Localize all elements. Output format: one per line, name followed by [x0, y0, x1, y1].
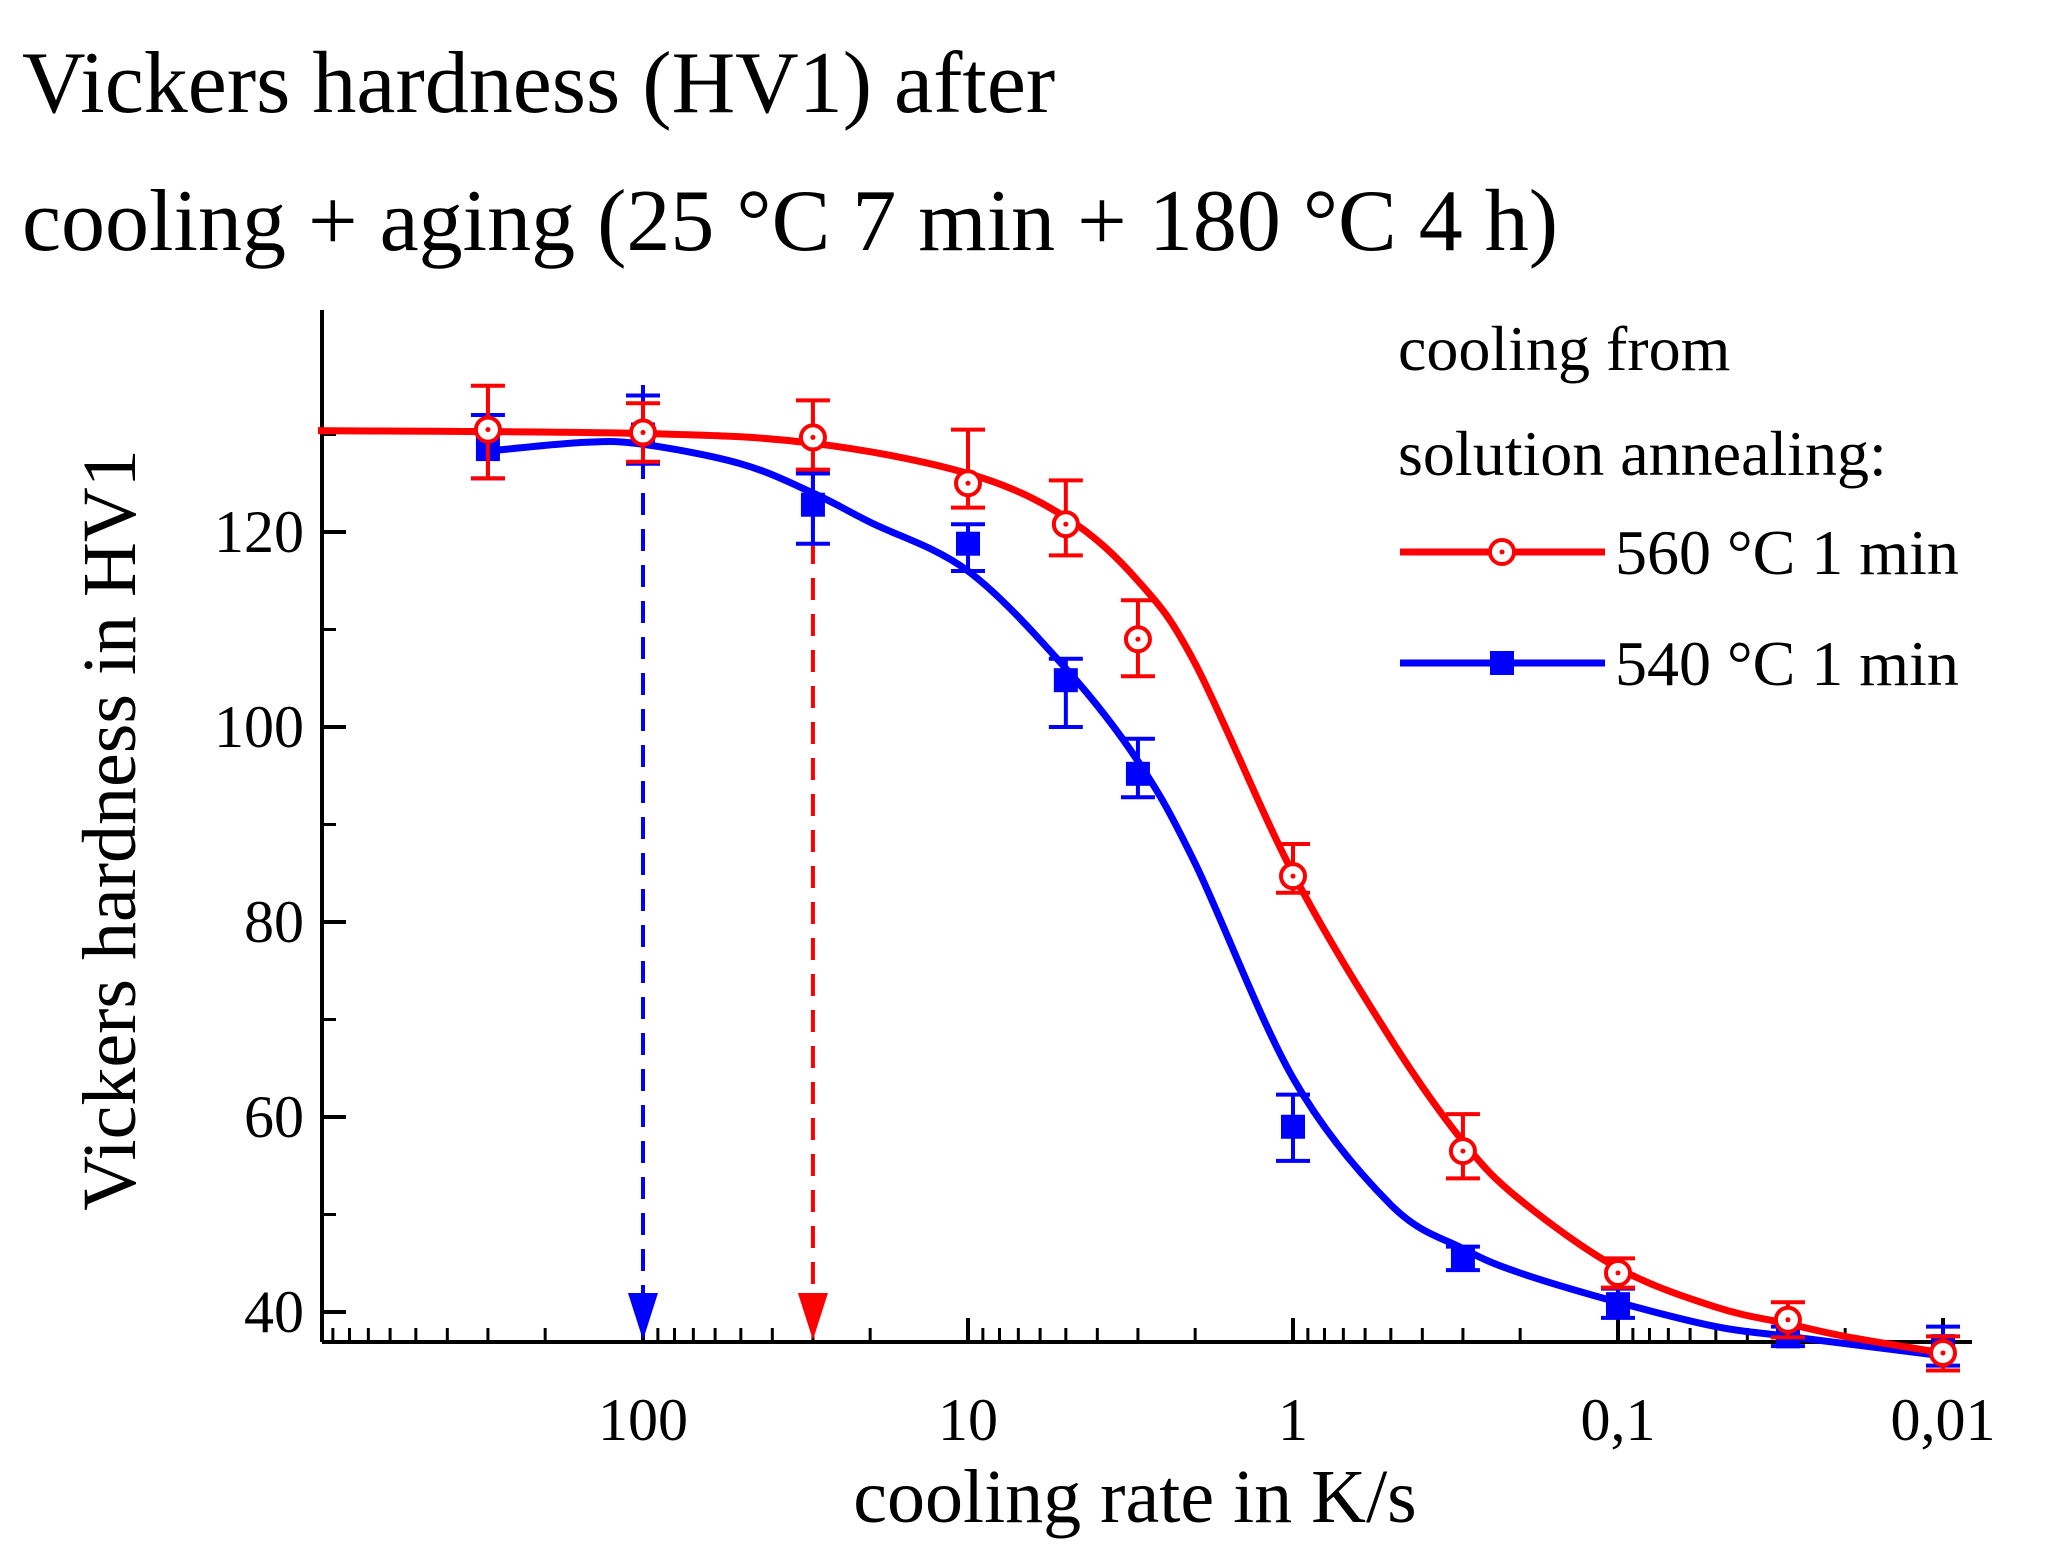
chart-title-line-2: cooling + aging (25 °C 7 min + 180 °C 4 … [22, 173, 1559, 270]
x-tick-label: 0,01 [1891, 1387, 1996, 1453]
x-tick-label: 0,1 [1581, 1387, 1656, 1453]
data-point-circle-dot [1785, 1317, 1791, 1323]
arrowhead-marker [628, 1293, 658, 1340]
y-tick-label: 100 [214, 694, 304, 760]
legend-entry-label: 560 °C 1 min [1615, 517, 1959, 588]
legend-title-line-2: solution annealing: [1398, 418, 1887, 489]
data-point-circle-dot [1615, 1270, 1621, 1276]
chart-title-line-1: Vickers hardness (HV1) after [22, 35, 1056, 132]
legend: cooling from solution annealing: 560 °C 1 … [1398, 313, 1959, 699]
data-point-square [1450, 1246, 1475, 1271]
data-point-circle-dot [1135, 636, 1141, 642]
series-group [470, 393, 1960, 1368]
x-tick-label: 1 [1278, 1387, 1308, 1453]
y-tick-label: 80 [244, 889, 304, 955]
x-axis-label: cooling rate in K/s [853, 1455, 1417, 1539]
data-point-circle-dot [1460, 1148, 1466, 1154]
x-tick-label: 10 [938, 1387, 998, 1453]
data-series [317, 383, 1960, 1373]
legend-square-marker [1490, 651, 1514, 675]
y-tick-label: 120 [214, 499, 304, 565]
data-point-circle-dot [640, 430, 646, 436]
data-point-circle-dot [965, 480, 971, 486]
data-point-circle-dot [1940, 1350, 1946, 1356]
x-tick-label: 100 [598, 1387, 688, 1453]
y-tick-label: 40 [244, 1279, 304, 1345]
data-point-circle-dot [810, 434, 816, 440]
legend-circle-dot [1499, 549, 1505, 555]
legend-entry-label: 540 °C 1 min [1615, 628, 1959, 699]
data-point-square [800, 492, 825, 517]
arrowhead-marker [797, 1293, 828, 1340]
y-axis-label: Vickers hardness in HV1 [68, 449, 152, 1211]
data-point-square [1125, 761, 1150, 786]
data-point-circle-dot [485, 427, 491, 433]
marker-arrows [628, 385, 828, 1340]
data-point-circle-dot [1290, 873, 1296, 879]
fit-curve [487, 438, 1944, 1360]
data-point-square [1606, 1292, 1630, 1317]
axes: 40 60 80 100 120 100 10 1 0,1 0,01 [214, 310, 1996, 1453]
y-tick-label: 60 [244, 1084, 304, 1150]
data-point-square [1053, 668, 1078, 693]
data-point-square [956, 531, 980, 556]
data-point-square [1281, 1114, 1305, 1139]
series-group [317, 383, 1960, 1373]
data-point-circle-dot [1063, 521, 1069, 527]
legend-title-line-1: cooling from [1398, 313, 1730, 384]
